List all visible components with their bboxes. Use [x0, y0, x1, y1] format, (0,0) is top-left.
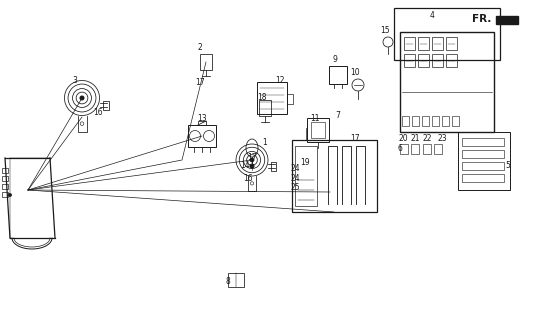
Text: 9: 9 [332, 55, 337, 65]
Bar [292, 140, 377, 212]
Bar [259, 100, 271, 116]
Bar [311, 122, 325, 138]
Bar [200, 54, 212, 70]
Text: 24: 24 [290, 164, 300, 172]
Bar [432, 54, 443, 67]
Text: 17: 17 [350, 133, 360, 142]
Bar [496, 16, 518, 24]
Bar [402, 116, 409, 126]
Bar [432, 116, 439, 126]
Text: 14: 14 [240, 161, 250, 170]
Text: 10: 10 [350, 68, 360, 76]
Text: 15: 15 [380, 26, 390, 35]
Text: 22: 22 [422, 133, 432, 142]
Text: 3: 3 [73, 76, 77, 84]
Bar [329, 66, 347, 84]
Text: 6: 6 [398, 143, 402, 153]
Bar [2, 183, 8, 188]
Bar [412, 144, 420, 154]
Text: 18: 18 [257, 93, 267, 102]
Bar [412, 116, 419, 126]
Bar [418, 37, 429, 50]
Text: 25: 25 [290, 183, 300, 193]
Text: 7: 7 [336, 110, 341, 119]
Bar [257, 82, 287, 114]
Bar [400, 32, 494, 132]
Bar [228, 273, 244, 287]
Circle shape [9, 194, 11, 196]
Text: 23: 23 [437, 133, 447, 142]
Text: 20: 20 [398, 133, 408, 142]
Text: 17: 17 [195, 77, 205, 86]
Text: 12: 12 [275, 76, 285, 84]
Text: 8: 8 [225, 277, 230, 286]
Bar [452, 116, 459, 126]
Bar [295, 146, 317, 206]
Bar [418, 54, 429, 67]
Bar [435, 144, 442, 154]
Bar [2, 191, 8, 196]
Bar [2, 175, 8, 180]
Text: 11: 11 [310, 114, 320, 123]
Bar [422, 116, 429, 126]
Bar [423, 144, 431, 154]
Bar [400, 144, 408, 154]
Bar [394, 8, 500, 60]
Circle shape [250, 164, 254, 168]
Bar [188, 125, 216, 147]
Bar [462, 162, 504, 170]
Bar [446, 37, 457, 50]
Text: 2: 2 [197, 44, 202, 52]
Bar [404, 37, 415, 50]
Text: 16: 16 [93, 108, 103, 116]
Bar [404, 54, 415, 67]
Bar [287, 94, 293, 104]
Bar [271, 163, 276, 171]
Bar [458, 132, 510, 190]
Text: 24: 24 [290, 173, 300, 182]
Bar [307, 118, 329, 142]
Bar [462, 174, 504, 182]
Text: FR.: FR. [472, 14, 491, 24]
Bar [446, 54, 457, 67]
Bar [462, 150, 504, 158]
Circle shape [80, 96, 84, 100]
Text: 19: 19 [300, 157, 310, 166]
Text: 16: 16 [243, 173, 253, 182]
Text: 4: 4 [429, 11, 435, 20]
Text: 17: 17 [247, 154, 257, 163]
Bar [103, 101, 109, 110]
Bar [442, 116, 449, 126]
Text: 13: 13 [197, 114, 207, 123]
Bar [462, 138, 504, 146]
Bar [432, 37, 443, 50]
Text: 21: 21 [410, 133, 420, 142]
Circle shape [250, 158, 253, 162]
Text: 1: 1 [263, 138, 267, 147]
Text: 5: 5 [506, 161, 511, 170]
Bar [2, 167, 8, 172]
